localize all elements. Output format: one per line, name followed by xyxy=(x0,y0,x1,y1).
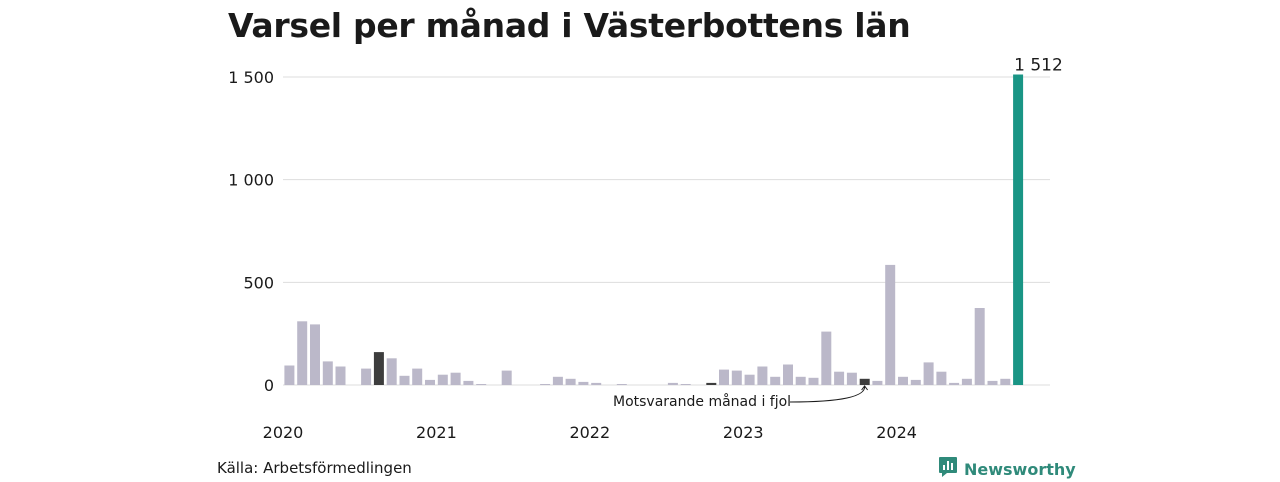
bar xyxy=(936,371,947,385)
bar xyxy=(949,382,960,385)
bar xyxy=(885,264,896,385)
bar xyxy=(463,380,474,385)
bar xyxy=(923,362,934,385)
bar xyxy=(297,321,308,385)
bar xyxy=(974,308,985,385)
y-tick-label: 1 000 xyxy=(228,171,274,190)
bar xyxy=(437,374,448,385)
source-note: Källa: Arbetsförmedlingen xyxy=(217,459,412,477)
bar xyxy=(616,384,627,385)
bar xyxy=(501,370,512,385)
bar xyxy=(540,384,551,385)
bar xyxy=(1000,378,1011,385)
highlight-value-label: 1 512 xyxy=(1014,56,1063,76)
bar xyxy=(808,377,819,385)
bar xyxy=(386,358,397,385)
bar xyxy=(731,370,742,385)
y-axis-ticks: 0 500 1 000 1 500 xyxy=(228,68,274,395)
bar xyxy=(361,368,372,385)
bar xyxy=(476,384,487,385)
bar xyxy=(322,361,333,385)
y-tick-label: 1 500 xyxy=(228,68,274,87)
bar xyxy=(783,364,793,385)
y-tick-label: 500 xyxy=(243,273,274,292)
bar xyxy=(667,382,678,385)
x-axis-ticks: 2020 2021 2022 2023 2024 xyxy=(263,423,917,442)
bar-comparison xyxy=(706,382,717,385)
x-tick-label: 2020 xyxy=(263,423,304,442)
bar-chart-icon xyxy=(938,456,958,482)
bar xyxy=(987,380,998,385)
bar xyxy=(744,374,755,385)
bar xyxy=(821,331,832,385)
bar xyxy=(872,380,883,385)
bar xyxy=(910,379,921,385)
bar xyxy=(425,379,435,385)
bar xyxy=(335,366,346,385)
bar xyxy=(834,371,845,385)
x-tick-label: 2024 xyxy=(876,423,917,442)
bar xyxy=(757,366,768,385)
bars xyxy=(284,74,1024,385)
bar xyxy=(591,382,602,385)
brand-name: Newsworthy xyxy=(964,459,1076,479)
bar xyxy=(795,376,806,385)
bar-comparison xyxy=(859,378,870,385)
bar xyxy=(399,375,410,385)
bar xyxy=(552,376,563,385)
bar xyxy=(846,372,857,385)
bar xyxy=(450,372,461,385)
brand-logo[interactable]: Newsworthy xyxy=(938,456,1076,482)
chart-title: Varsel per månad i Västerbottens län xyxy=(228,6,911,45)
bar xyxy=(719,369,729,385)
bar xyxy=(680,384,691,385)
bar xyxy=(284,365,295,385)
bar-highlight xyxy=(1013,74,1024,385)
bar xyxy=(898,376,908,385)
bar xyxy=(310,324,320,385)
y-tick-label: 0 xyxy=(264,376,274,395)
gridlines xyxy=(283,76,1050,386)
bar xyxy=(961,378,972,385)
bar xyxy=(412,368,423,385)
comparison-annotation: Motsvarande månad i fjol xyxy=(613,393,791,410)
bar xyxy=(578,381,589,385)
annotations: 1 512 Motsvarande månad i fjol xyxy=(613,56,1063,411)
annotation-arrow xyxy=(789,385,868,403)
bar xyxy=(565,378,576,385)
bar-comparison xyxy=(373,352,384,385)
x-tick-label: 2022 xyxy=(569,423,610,442)
x-tick-label: 2023 xyxy=(723,423,764,442)
x-tick-label: 2021 xyxy=(416,423,457,442)
bar xyxy=(770,376,781,385)
